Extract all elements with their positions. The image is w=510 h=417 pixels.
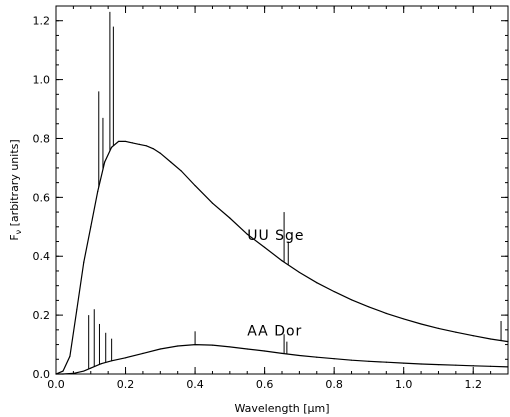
series-point (83, 261, 85, 263)
series-point (145, 145, 147, 147)
series-point (316, 282, 318, 284)
y-tick-label: 1.0 (33, 74, 51, 87)
series-point (472, 335, 474, 337)
series-point (368, 306, 370, 308)
y-tick-label: 0.0 (33, 368, 51, 381)
series-point (159, 348, 161, 350)
series-point (472, 365, 474, 367)
series-point (420, 363, 422, 365)
series-point (455, 331, 457, 333)
series-point (170, 161, 172, 163)
series-point (350, 299, 353, 301)
series-point (507, 341, 509, 343)
series-point (142, 352, 144, 354)
x-tick-label: 1.2 (464, 378, 482, 391)
series-aa-dor (55, 309, 509, 375)
series-point (211, 202, 214, 204)
annotation-layer: UU Sge AA Dor (247, 228, 304, 340)
series-point (229, 217, 231, 219)
series-point (298, 271, 300, 274)
series-layer (55, 11, 509, 375)
series-point (281, 260, 283, 262)
series-point (177, 345, 179, 347)
series-point (90, 226, 92, 228)
series-point (62, 370, 64, 372)
x-tick-label: 0.2 (117, 378, 135, 391)
x-tick-label: 1.0 (395, 378, 413, 391)
series-point (385, 361, 387, 363)
series-point (83, 370, 85, 372)
series-point (117, 140, 120, 143)
series-annotation: UU Sge (247, 228, 304, 244)
series-point (90, 367, 92, 369)
series-point (281, 352, 283, 354)
series-point (124, 140, 127, 143)
series-point (211, 344, 214, 346)
series-point (333, 358, 335, 360)
x-axis-title: Wavelength [μm] (234, 402, 329, 415)
series-point (368, 360, 370, 362)
plot-frame (55, 5, 509, 375)
y-tick-label: 0.2 (33, 309, 51, 322)
series-point (97, 190, 99, 193)
series-point (385, 312, 387, 314)
series-point (159, 152, 161, 154)
series-point (62, 373, 64, 375)
series-point (76, 308, 78, 310)
series-point (403, 362, 405, 364)
series-point (194, 184, 196, 187)
series-point (490, 365, 492, 367)
y-tick-label: 1.2 (33, 15, 51, 28)
series-point (246, 348, 248, 350)
y-tick-label: 0.6 (33, 191, 51, 204)
series-point (124, 357, 127, 359)
x-tick-label: 0.0 (47, 378, 65, 391)
series-point (104, 161, 106, 163)
series-point (298, 354, 300, 357)
series-point (264, 350, 266, 352)
series-point (350, 359, 353, 361)
series-point (437, 327, 440, 329)
series-point (55, 373, 57, 375)
series-point (333, 290, 335, 293)
y-tick-label: 0.8 (33, 132, 51, 145)
series-point (403, 318, 405, 320)
y-tick-label: 0.4 (33, 250, 51, 263)
series-point (420, 323, 422, 325)
series-point (264, 246, 266, 249)
series-point (437, 363, 440, 366)
x-tick-label: 0.8 (325, 378, 343, 391)
y-axis-title: Fν [arbitrary units] (8, 139, 23, 240)
series-point (490, 338, 492, 340)
series-point (72, 372, 74, 375)
series-uu-sge (55, 11, 509, 375)
series-point (316, 356, 318, 358)
axis-ticks: 0.0 0.2 0.4 0.6 0.8 1.0 1.2 0.0 0.2 0.4 0.6 0.8 1.0 1… (33, 5, 509, 391)
series-point (111, 146, 113, 148)
x-tick-label: 0.4 (186, 378, 204, 391)
series-point (69, 355, 71, 357)
series-point (246, 233, 248, 235)
series-point (131, 142, 134, 144)
series-point (229, 346, 231, 348)
series-point (507, 366, 509, 368)
series-point (100, 363, 102, 365)
series-annotation: AA Dor (247, 324, 302, 340)
series-line (56, 343, 509, 375)
series-point (455, 364, 457, 366)
x-tick-label: 0.6 (256, 378, 274, 391)
series-point (138, 143, 141, 145)
series-point (152, 148, 154, 150)
series-point (180, 170, 182, 172)
